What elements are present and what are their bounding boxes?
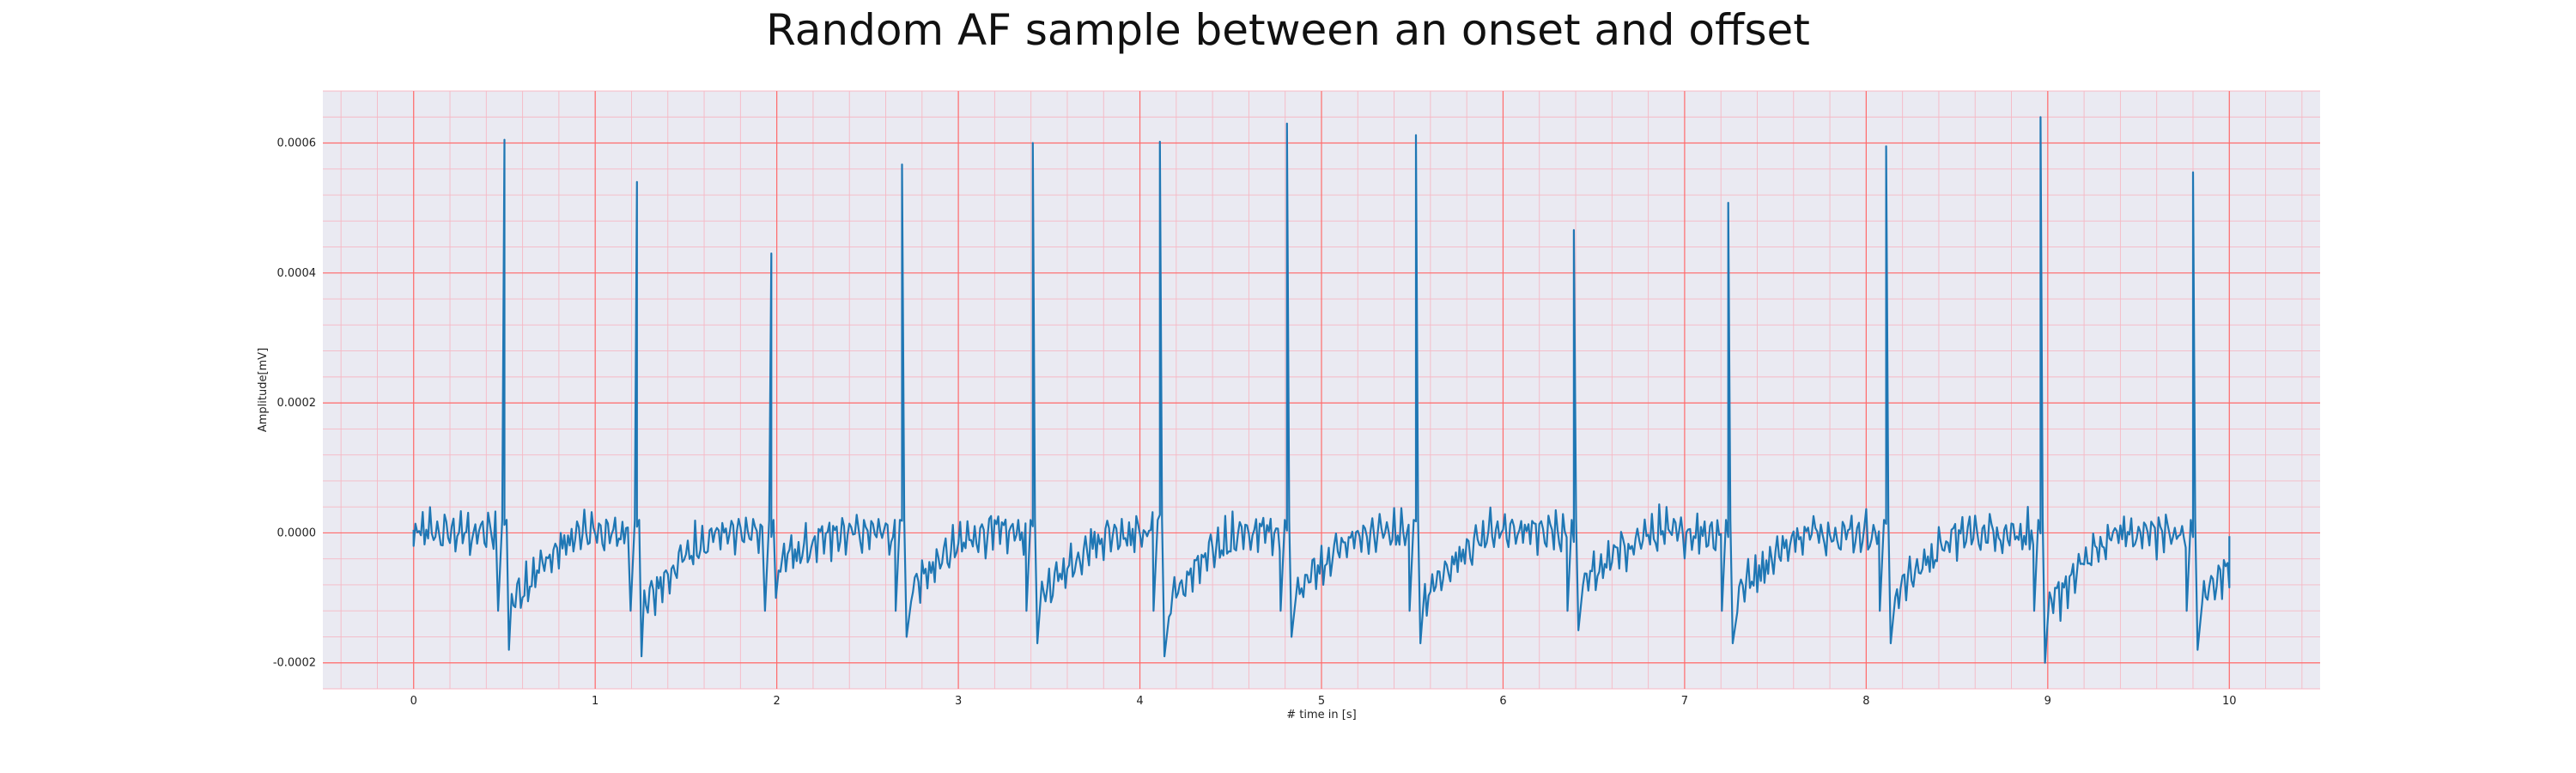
x-tick-label: 3 bbox=[955, 695, 962, 708]
x-tick-label: 1 bbox=[592, 695, 598, 708]
x-axis-label: # time in [s] bbox=[1286, 709, 1356, 721]
x-tick-label: 8 bbox=[1862, 695, 1869, 708]
x-tick-label: 6 bbox=[1499, 695, 1506, 708]
y-tick-label: 0.0000 bbox=[277, 526, 317, 539]
x-tick-label: 2 bbox=[773, 695, 780, 708]
x-tick-label: 10 bbox=[2222, 695, 2237, 708]
x-tick-label: 5 bbox=[1318, 695, 1325, 708]
ecg-signal-line bbox=[412, 116, 2231, 664]
y-axis-label: Amplitude[mV] bbox=[257, 348, 270, 432]
y-tick-label: 0.0006 bbox=[277, 137, 317, 150]
x-tick-label: 9 bbox=[2044, 695, 2051, 708]
y-axis: -0.0002 0.0000 0.0002 0.0004 0.0006 bbox=[273, 137, 316, 670]
y-tick-label: 0.0002 bbox=[277, 397, 317, 410]
x-tick-label: 0 bbox=[410, 695, 417, 708]
y-tick-label: -0.0002 bbox=[273, 657, 316, 670]
chart-title: Random AF sample between an onset and of… bbox=[766, 5, 1810, 55]
major-grid bbox=[323, 91, 2320, 689]
x-tick-label: 7 bbox=[1681, 695, 1688, 708]
x-axis: 0 1 2 3 4 5 6 7 8 9 10 bbox=[410, 695, 2237, 708]
x-tick-label: 4 bbox=[1136, 695, 1143, 708]
y-tick-label: 0.0004 bbox=[277, 267, 317, 280]
